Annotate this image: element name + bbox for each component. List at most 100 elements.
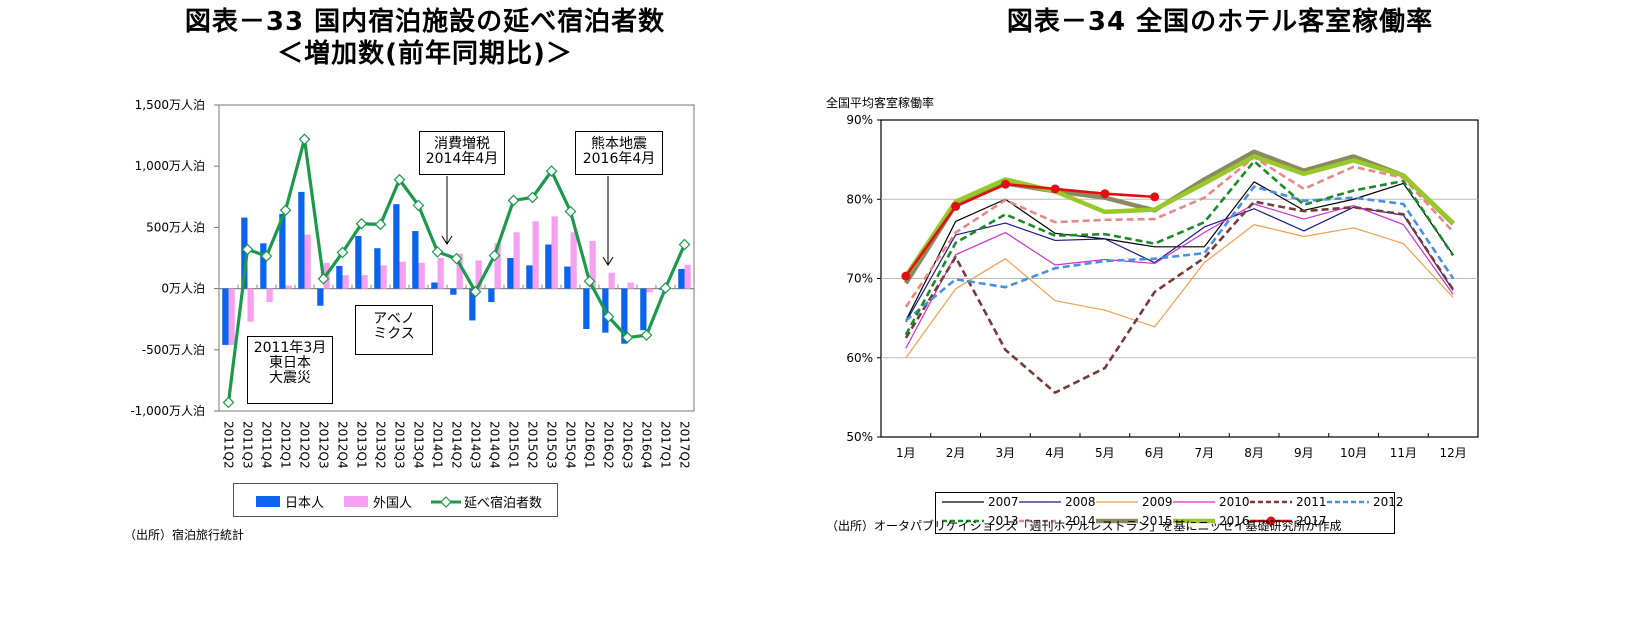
legend-swatch-icon xyxy=(1327,500,1369,504)
legend-item-2015: 2015 xyxy=(1096,514,1173,528)
x-tick-label: 9月 xyxy=(1294,446,1314,460)
marker-year-2017 xyxy=(1150,192,1160,202)
figure34-source: （出所）オータパブリケイションズ「週刊ホテルレストラン」を基にニッセイ基礎研究所… xyxy=(826,519,1342,533)
x-tick-label: 5月 xyxy=(1095,446,1115,460)
line-year-2017 xyxy=(904,182,1155,277)
bar-japanese xyxy=(317,288,324,306)
legend-label: 2014 xyxy=(1065,514,1096,528)
legend-label: 2007 xyxy=(988,495,1019,509)
figure33-title: 図表－33 国内宿泊施設の延べ宿泊者数 ＜増加数(前年同期比)＞ xyxy=(100,6,750,70)
marker-total-stays xyxy=(279,204,292,217)
y-tick-label: 1,500万人泊 xyxy=(135,98,205,112)
legend-swatch-icon xyxy=(1173,518,1215,524)
x-tick-label: 2013Q3 xyxy=(393,421,407,469)
marker-total-stays xyxy=(640,329,653,341)
x-tick-label: 2016Q3 xyxy=(621,421,635,469)
x-tick-label: 2015Q4 xyxy=(564,421,578,469)
annotation-tax-increase: 消費増税 2014年4月 xyxy=(419,131,505,175)
marker-total-stays xyxy=(526,191,539,204)
marker-year-2017 xyxy=(1000,179,1010,189)
marker-total-stays xyxy=(393,173,406,186)
legend-label: 2010 xyxy=(1219,495,1250,509)
bar-foreign xyxy=(285,285,292,289)
x-tick-label: 2014Q4 xyxy=(488,421,502,469)
x-tick-label: 2017Q2 xyxy=(678,421,692,469)
legend-swatch-icon xyxy=(942,519,984,523)
x-tick-label: 2015Q3 xyxy=(545,421,559,469)
x-tick-label: 2013Q1 xyxy=(355,421,369,469)
marker-total-stays xyxy=(583,275,596,288)
y-tick-label: 90% xyxy=(846,113,873,127)
annotation-text: 熊本地震 xyxy=(591,136,647,152)
x-tick-label: 2011Q2 xyxy=(222,421,236,469)
legend-swatch-icon xyxy=(1019,501,1061,503)
marker-total-stays xyxy=(317,272,330,285)
bar-foreign xyxy=(627,282,634,289)
legend-swatch-icon xyxy=(942,501,984,503)
bar-japanese xyxy=(298,191,305,289)
x-tick-label: 2017Q1 xyxy=(659,421,673,469)
bar-japanese xyxy=(526,265,533,289)
bar-japanese xyxy=(241,217,248,289)
legend-label: 延べ宿泊者数 xyxy=(464,496,543,511)
annotation-arrowhead xyxy=(441,235,453,245)
marker-year-2017 xyxy=(951,201,961,211)
line-year-2014 xyxy=(904,155,1455,308)
x-tick-label: 2014Q3 xyxy=(469,421,483,469)
x-tick-label: 2015Q2 xyxy=(526,421,540,469)
legend-label: 2012 xyxy=(1373,495,1404,509)
legend-item-2008: 2008 xyxy=(1019,495,1096,509)
y-tick-label: -500万人泊 xyxy=(142,343,205,357)
legend-item-2011: 2011 xyxy=(1250,495,1327,509)
annotation-text: ミクス xyxy=(373,326,415,342)
annotation-earthquake-2011: 2011年3月 東日本 大震災 xyxy=(247,336,333,404)
bar-japanese xyxy=(260,243,267,289)
bar-japanese xyxy=(393,204,400,289)
marker-total-stays xyxy=(507,194,520,207)
y-tick-label: 70% xyxy=(846,272,873,286)
bar-foreign xyxy=(589,240,596,289)
legend-item-2012: 2012 xyxy=(1327,495,1404,509)
bar-foreign xyxy=(608,272,615,289)
legend-line-marker-icon xyxy=(431,495,461,508)
legend-label: 2015 xyxy=(1142,514,1173,528)
x-tick-label: 8月 xyxy=(1244,446,1264,460)
bar-japanese xyxy=(640,288,647,331)
bar-foreign xyxy=(684,264,691,289)
marker-total-stays xyxy=(621,331,634,344)
x-tick-label: 4月 xyxy=(1045,446,1065,460)
marker-total-stays xyxy=(488,249,501,262)
bar-japanese xyxy=(507,258,514,289)
bar-japanese xyxy=(545,244,552,289)
annotation-text: アベノ xyxy=(373,311,415,327)
x-tick-label: 2012Q2 xyxy=(298,421,312,469)
x-tick-label: 2014Q1 xyxy=(431,421,445,469)
bar-foreign xyxy=(380,265,387,289)
x-tick-label: 2016Q4 xyxy=(640,421,654,469)
marker-total-stays xyxy=(678,238,691,251)
legend-label: 2013 xyxy=(988,514,1019,528)
line-year-2009 xyxy=(905,224,1454,359)
marker-year-2017 xyxy=(901,271,911,281)
y-tick-label: 60% xyxy=(846,351,873,365)
legend-item-total: 延べ宿泊者数 xyxy=(431,492,542,511)
bar-japanese xyxy=(450,288,457,295)
legend-item-foreign: 外国人 xyxy=(344,492,412,511)
marker-total-stays xyxy=(374,218,387,231)
legend-swatch-icon xyxy=(1250,516,1292,526)
legend-swatch-foreign xyxy=(344,496,368,507)
annotation-text: 東日本 xyxy=(269,355,311,371)
bar-foreign xyxy=(494,243,501,289)
bar-foreign xyxy=(228,288,235,345)
bar-japanese xyxy=(431,282,438,289)
legend-swatch-icon xyxy=(1173,501,1215,503)
x-tick-label: 2012Q4 xyxy=(336,421,350,469)
legend-item-2017: 2017 xyxy=(1250,514,1327,528)
y-tick-label: 0万人泊 xyxy=(161,282,205,296)
marker-total-stays xyxy=(431,246,444,258)
legend-item-2016: 2016 xyxy=(1173,514,1250,528)
bar-foreign xyxy=(247,288,254,322)
bar-japanese xyxy=(488,288,495,303)
bar-japanese xyxy=(355,235,362,289)
bar-foreign xyxy=(456,253,463,289)
